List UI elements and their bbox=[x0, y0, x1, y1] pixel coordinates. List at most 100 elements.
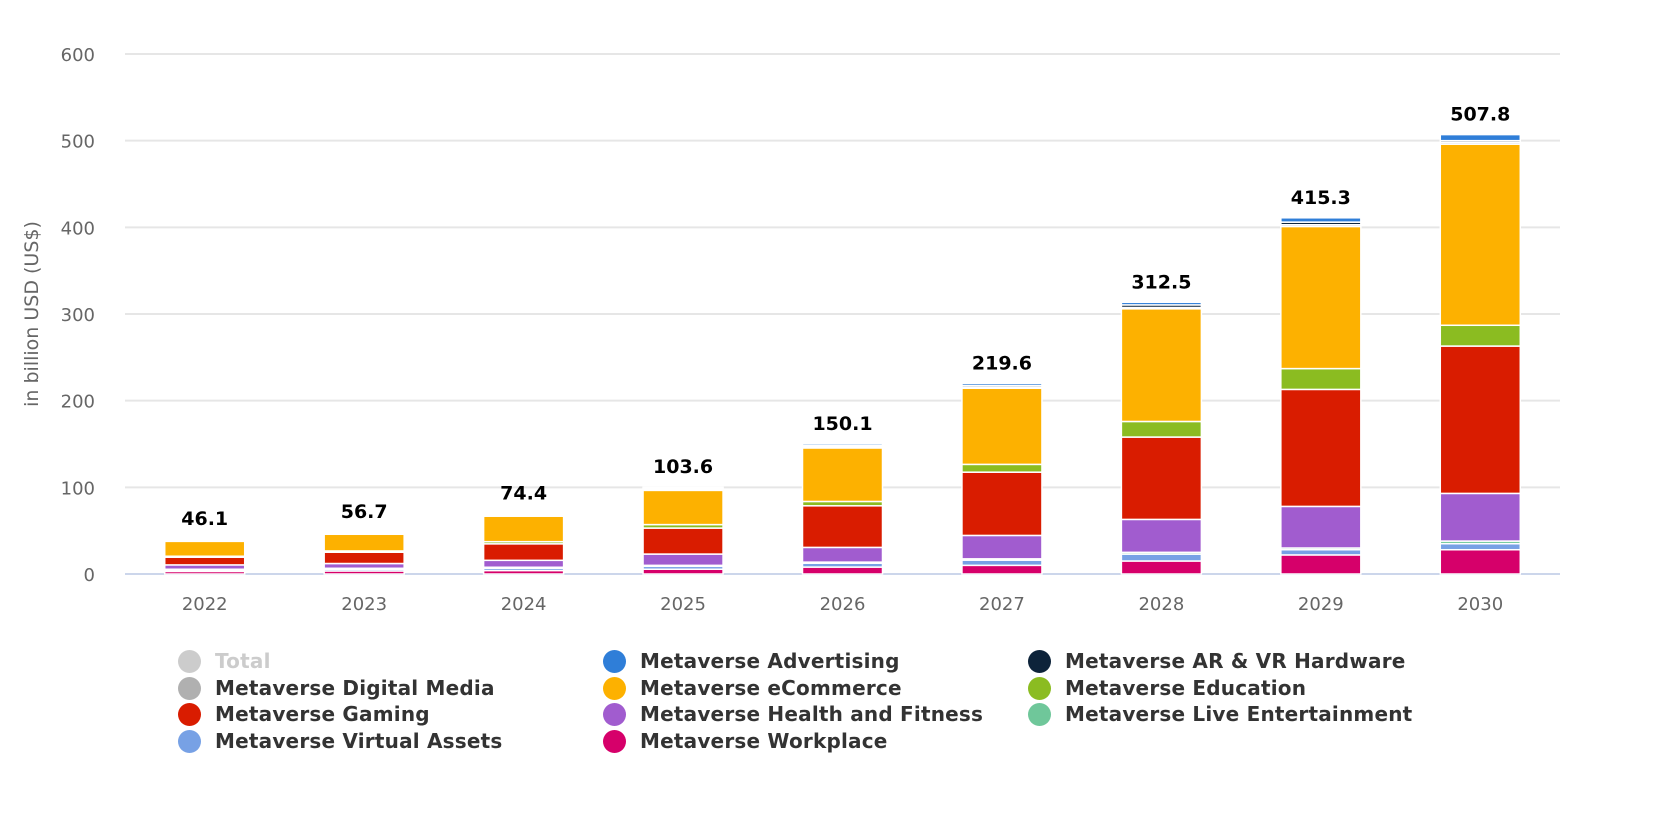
bar-segment-metaverse-gaming[interactable] bbox=[1280, 388, 1362, 508]
legend-marker-icon bbox=[178, 729, 201, 753]
bar-segment-metaverse-advertising[interactable] bbox=[482, 512, 565, 516]
bar-segment-metaverse-virtual-assets[interactable] bbox=[1439, 542, 1522, 551]
y-tick-label: 300 bbox=[61, 305, 95, 326]
y-tick-label: 0 bbox=[84, 565, 95, 586]
bar-segment-metaverse-ecommerce[interactable] bbox=[642, 489, 724, 526]
bar-segment-metaverse-gaming[interactable] bbox=[1439, 345, 1522, 495]
bar-segment-metaverse-advertising[interactable] bbox=[1439, 133, 1522, 142]
y-tick-label: 400 bbox=[61, 218, 95, 239]
bar-segment-metaverse-workplace[interactable] bbox=[1280, 554, 1362, 575]
bar-segment-metaverse-ecommerce[interactable] bbox=[961, 387, 1043, 466]
legend-item-metaverse-virtual-assets[interactable]: Metaverse Virtual Assets bbox=[178, 729, 503, 753]
y-axis-label: in billion USD (US$) bbox=[21, 221, 43, 407]
bar-segment-metaverse-education[interactable] bbox=[1120, 420, 1203, 438]
legend-item-metaverse-health-and-fitness[interactable]: Metaverse Health and Fitness bbox=[603, 702, 983, 726]
legend-label: Metaverse AR & VR Hardware bbox=[1065, 649, 1406, 673]
bar-segment-metaverse-virtual-assets[interactable] bbox=[1120, 553, 1203, 562]
x-tick-label: 2024 bbox=[501, 594, 547, 615]
legend-label: Metaverse Advertising bbox=[640, 649, 900, 673]
y-tick-label: 100 bbox=[61, 478, 95, 499]
bar-segment-metaverse-education[interactable] bbox=[1280, 367, 1362, 391]
bar-segment-metaverse-ecommerce[interactable] bbox=[1120, 308, 1203, 423]
legend-item-metaverse-advertising[interactable]: Metaverse Advertising bbox=[603, 649, 900, 673]
bar-segment-metaverse-gaming[interactable] bbox=[1120, 436, 1203, 521]
bar-segment-metaverse-gaming[interactable] bbox=[163, 556, 246, 566]
bar-segment-metaverse-gaming[interactable] bbox=[801, 505, 884, 549]
bar-segment-metaverse-ecommerce[interactable] bbox=[1280, 225, 1362, 370]
legend-label: Metaverse Education bbox=[1065, 676, 1307, 700]
total-data-label: 150.1 bbox=[812, 413, 872, 435]
bar-segment-metaverse-gaming[interactable] bbox=[961, 471, 1043, 537]
bar-segment-metaverse-virtual-assets[interactable] bbox=[1280, 548, 1362, 556]
bar-segment-metaverse-ecommerce[interactable] bbox=[801, 446, 884, 503]
legend-item-metaverse-ecommerce[interactable]: Metaverse eCommerce bbox=[603, 676, 902, 700]
legend-marker-icon bbox=[178, 676, 201, 700]
bar-segment-metaverse-health-and-fitness[interactable] bbox=[1439, 492, 1522, 542]
x-tick-label: 2023 bbox=[341, 594, 387, 615]
legend-label: Total bbox=[215, 649, 271, 673]
legend-item-metaverse-ar-vr-hardware[interactable]: Metaverse AR & VR Hardware bbox=[1028, 649, 1406, 673]
legend-label: Metaverse Digital Media bbox=[215, 676, 495, 700]
total-data-label: 219.6 bbox=[972, 352, 1032, 374]
bar-segment-metaverse-workplace[interactable] bbox=[961, 564, 1043, 575]
x-tick-label: 2026 bbox=[820, 594, 866, 615]
legend-marker-icon bbox=[178, 702, 201, 726]
bar-segment-metaverse-education[interactable] bbox=[1439, 324, 1522, 347]
bar-segment-metaverse-advertising[interactable] bbox=[323, 531, 405, 534]
bar-segment-metaverse-ecommerce[interactable] bbox=[323, 532, 405, 552]
x-tick-label: 2027 bbox=[979, 594, 1025, 615]
bar-segment-metaverse-ecommerce[interactable] bbox=[163, 539, 246, 557]
y-axis-ticks: 0 100 200 300 400 500 600 bbox=[61, 45, 95, 586]
legend-item-total[interactable]: Total bbox=[178, 649, 271, 673]
bar-segment-metaverse-gaming[interactable] bbox=[323, 551, 405, 565]
x-axis-ticks: 2022 2023 2024 2025 2026 2027 2028 2029 2030 bbox=[182, 594, 1503, 615]
total-labels: 46.1 56.7 74.4 103.6 150.1 219.6 312.5 415.3 507… bbox=[181, 104, 1510, 531]
legend-label: Metaverse Virtual Assets bbox=[215, 729, 503, 753]
y-tick-label: 500 bbox=[61, 132, 95, 153]
total-data-label: 74.4 bbox=[500, 482, 547, 504]
x-tick-label: 2028 bbox=[1138, 594, 1184, 615]
total-data-label: 56.7 bbox=[341, 501, 388, 523]
legend-item-metaverse-workplace[interactable]: Metaverse Workplace bbox=[603, 729, 888, 753]
legend-item-metaverse-gaming[interactable]: Metaverse Gaming bbox=[178, 702, 430, 726]
gridlines bbox=[125, 53, 1560, 575]
bar-segment-metaverse-virtual-assets[interactable] bbox=[961, 559, 1043, 567]
legend-marker-icon bbox=[603, 676, 626, 700]
legend-label: Metaverse Health and Fitness bbox=[640, 702, 984, 726]
legend-label: Metaverse eCommerce bbox=[640, 676, 902, 700]
bar-segment-metaverse-advertising[interactable] bbox=[163, 538, 246, 541]
bar-segment-metaverse-advertising[interactable] bbox=[1120, 301, 1203, 306]
bar-segment-metaverse-education[interactable] bbox=[961, 463, 1043, 473]
legend-marker-icon bbox=[1028, 702, 1051, 726]
x-tick-label: 2029 bbox=[1298, 594, 1344, 615]
legend-marker-icon bbox=[603, 729, 626, 753]
bar-segment-metaverse-gaming[interactable] bbox=[642, 527, 724, 555]
bar-segment-metaverse-ecommerce[interactable] bbox=[482, 514, 565, 543]
y-tick-label: 600 bbox=[61, 45, 95, 66]
bar-segment-metaverse-workplace[interactable] bbox=[1439, 548, 1522, 575]
legend-item-metaverse-education[interactable]: Metaverse Education bbox=[1028, 676, 1306, 700]
bar-segment-metaverse-workplace[interactable] bbox=[801, 566, 884, 575]
bar-segment-metaverse-advertising[interactable] bbox=[961, 382, 1043, 387]
bar-segment-metaverse-ecommerce[interactable] bbox=[1439, 143, 1522, 327]
bar-segment-metaverse-health-and-fitness[interactable] bbox=[642, 553, 724, 567]
bar-segment-metaverse-workplace[interactable] bbox=[1120, 560, 1203, 575]
legend-marker-icon bbox=[1028, 676, 1051, 700]
bar-segment-metaverse-advertising[interactable] bbox=[801, 443, 884, 447]
bars bbox=[163, 133, 1522, 575]
bar-segment-metaverse-health-and-fitness[interactable] bbox=[961, 534, 1043, 560]
legend-item-metaverse-live-entertainment[interactable]: Metaverse Live Entertainment bbox=[1028, 702, 1412, 726]
legend-marker-icon bbox=[1028, 649, 1051, 673]
bar-segment-metaverse-health-and-fitness[interactable] bbox=[1120, 518, 1203, 554]
bar-segment-metaverse-health-and-fitness[interactable] bbox=[482, 559, 565, 568]
bar-segment-metaverse-health-and-fitness[interactable] bbox=[801, 546, 884, 563]
bar-segment-metaverse-advertising[interactable] bbox=[642, 486, 724, 490]
bar-segment-metaverse-advertising[interactable] bbox=[1280, 217, 1362, 223]
total-data-label: 46.1 bbox=[181, 508, 228, 530]
total-data-label: 103.6 bbox=[653, 456, 713, 478]
legend-label: Metaverse Gaming bbox=[215, 702, 430, 726]
x-tick-label: 2025 bbox=[660, 594, 706, 615]
bar-segment-metaverse-gaming[interactable] bbox=[482, 543, 565, 562]
legend-item-metaverse-digital-media[interactable]: Metaverse Digital Media bbox=[178, 676, 495, 700]
bar-segment-metaverse-health-and-fitness[interactable] bbox=[1280, 505, 1362, 549]
